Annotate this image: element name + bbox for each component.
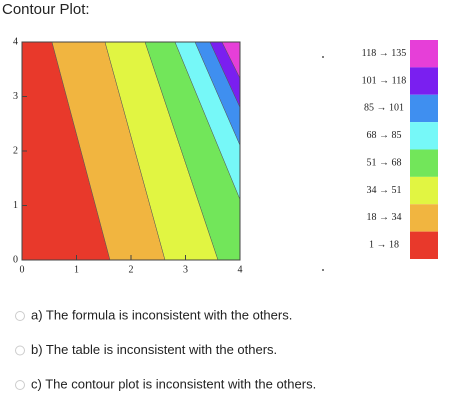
option-text[interactable]: b) The table is inconsistent with the ot… [31,342,277,357]
radio-button[interactable] [15,380,25,390]
contour-band [144,42,240,260]
legend-swatch [410,204,438,232]
contour-band [194,42,240,146]
title: Contour Plot: [2,1,90,18]
option-text[interactable]: a) The formula is inconsistent with the … [31,307,292,322]
legend-swatch [410,122,438,150]
dot [322,269,324,271]
legend-swatch [410,94,438,123]
legend-swatch [410,149,438,177]
legend-label: 118 → 135 [362,48,407,59]
contour-band [221,42,240,79]
legend-swatch [410,176,438,205]
legend-label: 34 → 51 [367,185,402,196]
x-tick-label: 0 [20,264,25,275]
y-tick-label: 0 [13,254,18,265]
contour-band [51,42,166,260]
legend: 118 → 135 101 → 118 85 → 101 68 → 85 51 → 68… [362,40,438,259]
x-tick-label: 3 [183,264,188,275]
legend-label: 68 → 85 [367,130,402,141]
y-tick-label: 1 [13,200,18,211]
legend-label: 18 → 34 [367,212,402,223]
plot-frame [21,41,241,261]
legend-swatch [410,67,438,95]
y-tick-label: 2 [13,145,18,156]
options: a) The formula is inconsistent with the … [15,307,316,391]
x-tick-label: 4 [238,264,243,275]
y-tick-label: 4 [13,36,18,47]
radio-button[interactable] [15,345,25,356]
dot [322,56,324,58]
legend-label: 51 → 68 [367,157,402,168]
x-tick-label: 2 [129,264,134,275]
radio-button[interactable] [15,311,25,321]
contour-band [104,42,219,260]
legend-label: 85 → 101 [364,103,404,114]
contour-band [22,42,111,260]
legend-label: 101 → 118 [362,75,407,86]
contour-band [174,42,240,201]
x-tick-label: 1 [74,264,79,275]
legend-label: 1 → 18 [369,240,399,251]
legend-swatch [410,40,438,68]
option-text[interactable]: c) The contour plot is inconsistent with… [31,376,316,391]
contour-band [209,42,240,108]
contour-bands [22,42,240,260]
y-tick-label: 3 [13,91,18,102]
legend-swatch [410,231,438,259]
